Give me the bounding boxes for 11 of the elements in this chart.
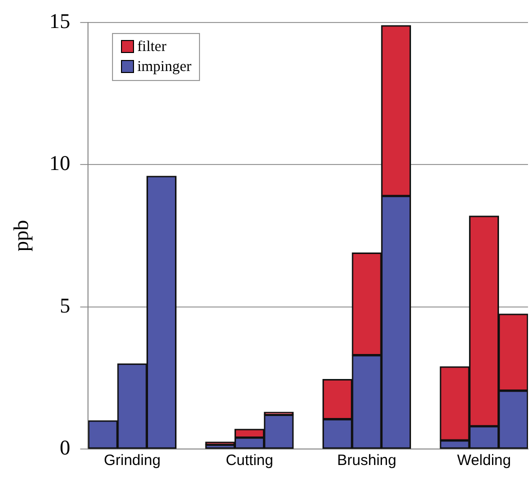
x-tick-label: Grinding (104, 452, 161, 470)
x-tick-label: Brushing (337, 452, 396, 470)
legend-label: impinger (137, 58, 192, 77)
y-tick-label: 15 (49, 9, 70, 34)
y-tick-label: 5 (60, 293, 70, 318)
legend-label: filter (137, 38, 166, 57)
x-tick-label: Welding (457, 452, 511, 470)
x-tick-label: Cutting (226, 452, 274, 470)
y-axis-title: ppb (9, 220, 34, 252)
y-tick-label: 10 (49, 151, 70, 176)
y-tick-label: 0 (60, 436, 70, 460)
